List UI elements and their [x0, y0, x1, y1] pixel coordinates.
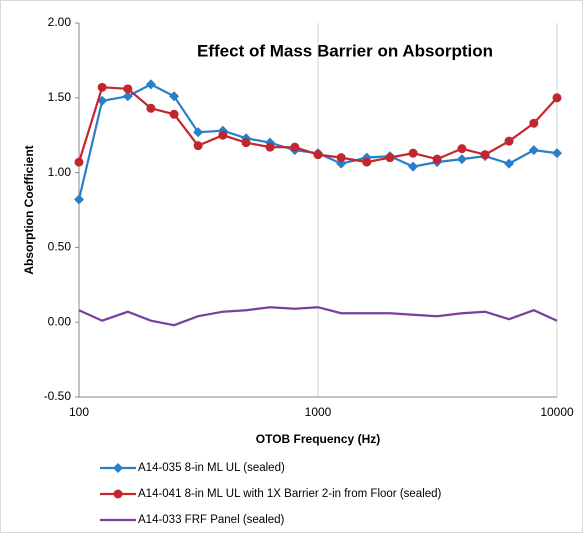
- marker: [146, 103, 156, 113]
- marker: [123, 84, 133, 94]
- marker: [122, 91, 133, 102]
- marker: [193, 141, 203, 151]
- marker: [313, 150, 323, 160]
- y-tick-label: -0.50: [44, 389, 72, 403]
- marker: [385, 153, 395, 163]
- marker: [457, 144, 467, 154]
- y-tick-label: 1.50: [48, 90, 72, 104]
- marker: [241, 138, 251, 148]
- marker: [290, 142, 300, 152]
- marker: [145, 79, 156, 90]
- marker: [408, 148, 418, 158]
- y-tick-label: 2.00: [48, 15, 72, 29]
- x-tick-label: 100: [69, 405, 89, 419]
- marker: [504, 158, 515, 169]
- marker: [74, 194, 84, 205]
- x-tick-label: 1000: [305, 405, 332, 419]
- series-line: [78, 306, 558, 327]
- marker: [74, 157, 84, 167]
- marker: [362, 157, 372, 167]
- marker: [456, 154, 467, 165]
- marker: [265, 142, 275, 152]
- marker: [169, 91, 180, 102]
- y-tick-label: 1.00: [48, 165, 72, 179]
- marker: [480, 150, 490, 160]
- marker: [408, 161, 419, 172]
- marker: [504, 136, 514, 146]
- marker: [218, 130, 228, 140]
- y-axis-label: Absorption Coefficient: [22, 145, 36, 274]
- y-tick-label: 0.00: [48, 314, 72, 328]
- marker: [113, 463, 123, 473]
- legend-label: A14-033 FRF Panel (sealed): [138, 514, 285, 526]
- marker: [336, 153, 346, 163]
- chart-title: Effect of Mass Barrier on Absorption: [197, 41, 493, 60]
- legend-label: A14-041 8-in ML UL with 1X Barrier 2-in …: [138, 488, 442, 500]
- marker: [552, 93, 562, 103]
- legend-label: A14-035 8-in ML UL (sealed): [138, 462, 285, 474]
- x-axis-label: OTOB Frequency (Hz): [256, 432, 380, 446]
- marker: [552, 148, 562, 159]
- marker: [169, 109, 179, 119]
- marker: [113, 489, 123, 499]
- marker: [97, 82, 107, 92]
- marker: [432, 154, 442, 164]
- x-tick-label: 10000: [540, 405, 574, 419]
- marker: [529, 118, 539, 128]
- marker: [528, 145, 539, 156]
- y-tick-label: 0.50: [48, 240, 72, 254]
- marker: [193, 127, 204, 138]
